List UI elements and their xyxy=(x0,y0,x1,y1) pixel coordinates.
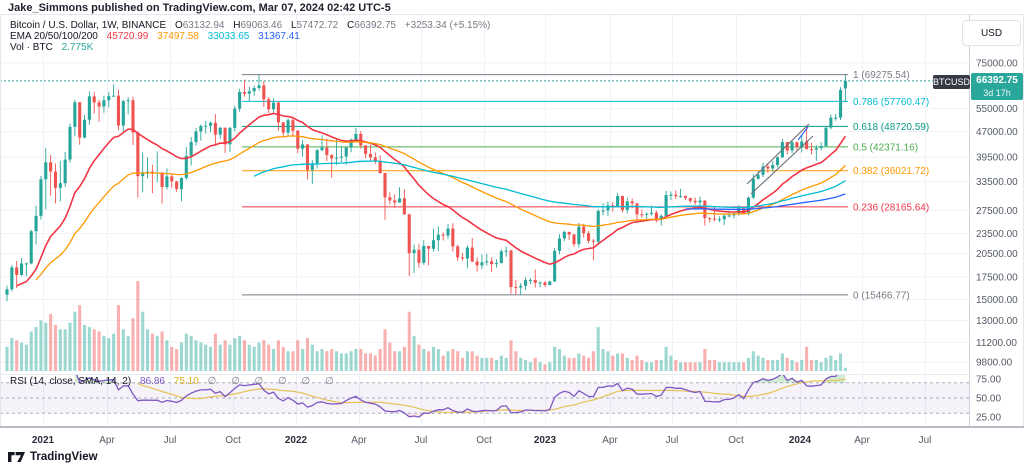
low-value: 57472.72 xyxy=(296,20,339,31)
symbol-title: Bitcoin / U.S. Dollar, 1W, BINANCE xyxy=(10,20,167,31)
ema100-value: 33033.65 xyxy=(207,31,250,42)
axis-label: 27500.00 xyxy=(976,206,1018,217)
axis-label: Apr xyxy=(351,435,367,446)
axis-label: 17500.00 xyxy=(976,272,1018,283)
axis-label: Apr xyxy=(854,435,870,446)
axis-label: 0.618 (48720.59) xyxy=(853,122,929,133)
axis-label: 0.236 (28165.64) xyxy=(853,202,929,213)
symbol-badge: BTCUSD xyxy=(933,75,971,89)
axis-label: Oct xyxy=(476,435,492,446)
axis-label: 50.00 xyxy=(976,394,1001,405)
axis-label: 33500.00 xyxy=(976,177,1018,188)
ema50-value: 37497.58 xyxy=(157,31,199,42)
price-axis[interactable]: 75000.00 55000.00 47000.00 39500.00 33500.00… xyxy=(976,59,1018,424)
high-value: 69063.46 xyxy=(240,20,283,31)
axis-label: 0.786 (57760.47) xyxy=(853,97,929,108)
brand-text: TradingView xyxy=(30,451,98,463)
axis-label: Jul xyxy=(415,435,428,446)
attribution-text: Jake_Simmons published on TradingView.co… xyxy=(8,2,391,14)
rsi-value: 86.86 xyxy=(139,376,165,387)
axis-label: 25.00 xyxy=(976,413,1001,424)
axis-label: 9800.00 xyxy=(976,357,1013,368)
axis-label: 1 (69275.54) xyxy=(853,70,910,81)
rsi-ma-value: 75.10 xyxy=(173,376,199,387)
axis-label: 2023 xyxy=(534,435,557,446)
volume-legend-row[interactable]: Vol · BTC 2.775K xyxy=(10,42,93,53)
channel-drawing[interactable] xyxy=(746,123,814,195)
axis-label: 2021 xyxy=(32,435,55,446)
grid xyxy=(0,15,969,426)
axis-label: Oct xyxy=(225,435,241,446)
bar-countdown: 3d 17h xyxy=(983,87,1011,98)
axis-label: 75000.00 xyxy=(976,59,1018,70)
ema-lines xyxy=(16,112,847,287)
axis-label: 0.382 (36021.72) xyxy=(853,166,929,177)
axis-label: 47000.00 xyxy=(976,127,1018,138)
axis-label: 0.5 (42371.16) xyxy=(853,142,918,153)
fib-retracement[interactable]: 1 (69275.54) 0.786 (57760.47) 0.618 (48720… xyxy=(242,70,929,301)
tradingview-logo[interactable]: TradingView xyxy=(8,451,98,463)
axis-label: 15000.00 xyxy=(976,295,1018,306)
volume-bars xyxy=(5,281,847,371)
axis-label: 75.00 xyxy=(976,375,1001,386)
ema-legend-row[interactable]: EMA 20/50/100/200 45720.99 37497.58 3303… xyxy=(10,31,300,42)
axis-label: Apr xyxy=(99,435,115,446)
ema-title: EMA 20/50/100/200 xyxy=(10,31,98,42)
axis-label: Oct xyxy=(728,435,744,446)
last-price-label: 66392.75 3d 17h xyxy=(971,73,1023,100)
axis-label: Jul xyxy=(164,435,177,446)
volume-title: Vol · BTC xyxy=(10,42,53,53)
axis-label: 13000.00 xyxy=(976,316,1018,327)
axis-label: 2022 xyxy=(285,435,308,446)
rsi-legend-row[interactable]: RSI (14, close, SMA, 14, 2) 86.86 75.10 … xyxy=(10,376,340,387)
axis-label: 20500.00 xyxy=(976,249,1018,260)
tradingview-mark-icon xyxy=(8,452,25,462)
axis-label: Jul xyxy=(666,435,679,446)
time-axis[interactable]: 2021 Apr Jul Oct 2022 Apr Jul Oct 2023 Apr Jul Oct 2… xyxy=(32,435,932,446)
symbol-legend-row[interactable]: Bitcoin / U.S. Dollar, 1W, BINANCE O6313… xyxy=(10,20,491,31)
ema20-value: 45720.99 xyxy=(106,31,149,42)
rsi-pane xyxy=(0,375,969,418)
axis-label: 39500.00 xyxy=(976,153,1018,164)
axis-label: 23500.00 xyxy=(976,229,1018,240)
ema200-value: 31367.41 xyxy=(258,31,300,42)
axis-label: Apr xyxy=(602,435,618,446)
currency-toggle-button[interactable]: USD xyxy=(962,20,1021,46)
open-value: 63132.94 xyxy=(182,20,225,31)
axis-label: 2024 xyxy=(789,435,812,446)
axis-label: Jul xyxy=(919,435,932,446)
volume-value: 2.775K xyxy=(61,42,94,53)
rsi-title: RSI (14, close, SMA, 14, 2) xyxy=(10,376,132,387)
axis-label: 11200.00 xyxy=(976,338,1017,349)
change-value: +3253.34 (+5.15%) xyxy=(404,20,491,31)
close-value: 66392.75 xyxy=(354,20,396,31)
axis-label: 0 (15466.77) xyxy=(853,290,910,301)
rsi-empty-values: ∅ ∅ ∅ ∅ ∅ ∅ xyxy=(207,376,340,387)
last-price-value: 66392.75 xyxy=(976,74,1018,86)
axis-label: 55000.00 xyxy=(976,104,1018,115)
